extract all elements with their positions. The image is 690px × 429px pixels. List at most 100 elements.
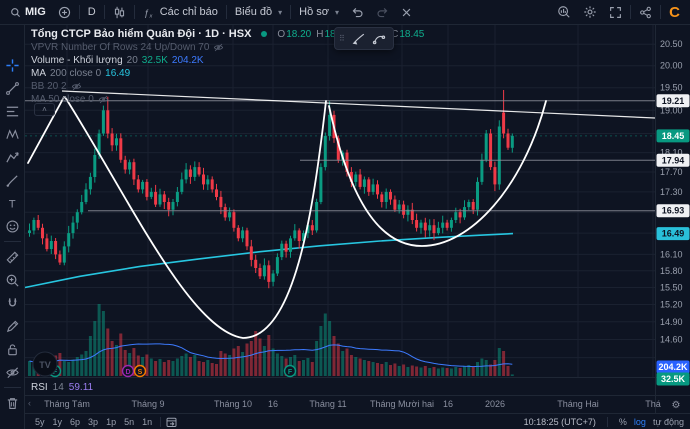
vpvr-legend-row[interactable]: VPVR Number Of Rows 24 Up/Down 70 (31, 41, 424, 54)
share-button[interactable] (633, 2, 658, 23)
volume-param: 20 (126, 55, 138, 66)
svg-text:D: D (125, 369, 130, 376)
quick-search-button[interactable] (551, 2, 577, 23)
xabcd-pattern-tool[interactable] (2, 124, 23, 145)
svg-text:15.50: 15.50 (660, 283, 683, 293)
bb-label: BB 20 2 (31, 81, 67, 92)
percent-scale-button[interactable]: % (618, 416, 627, 427)
svg-text:18.45: 18.45 (662, 131, 685, 141)
volume-ma-value: 204.2K (171, 55, 204, 66)
visibility-off-icon[interactable] (71, 81, 82, 92)
toolbar-divider (4, 241, 21, 242)
magnet-tool[interactable] (2, 293, 23, 314)
visibility-off-icon[interactable] (213, 42, 224, 53)
rsi-param: 14 (52, 381, 64, 393)
undo-icon (352, 7, 363, 17)
event-marker-F[interactable] (283, 364, 297, 378)
time-axis-settings-icon[interactable]: ⚙ (672, 400, 681, 411)
range-6p[interactable]: 6p (70, 416, 81, 427)
svg-text:F: F (53, 369, 58, 376)
forecast-tool[interactable] (2, 147, 23, 168)
svg-text:16.93: 16.93 (662, 206, 685, 216)
redo-button[interactable] (370, 2, 395, 23)
time-label[interactable]: Thá (645, 399, 661, 409)
rsi-legend-row[interactable]: RSI 14 59.11 (31, 380, 93, 394)
chart-menu-button[interactable]: Biểu đồ ▾ (229, 2, 288, 23)
ruler-tool-icon (6, 251, 19, 264)
zoom-in-tool[interactable] (2, 270, 23, 291)
range-1y[interactable]: 1y (52, 416, 63, 427)
interval-label: D (87, 6, 96, 18)
time-label[interactable]: Tháng 11 (309, 399, 346, 409)
profile-menu-button[interactable]: Hồ sơ ▾ (293, 2, 345, 23)
toolbar-divider (4, 387, 21, 388)
svg-text:18.10: 18.10 (660, 148, 683, 158)
cup-drawing-0 (27, 96, 65, 164)
time-label[interactable]: Tháng Tám (44, 399, 90, 409)
time-label[interactable]: Tháng Mười hai (370, 399, 434, 409)
lock-drawings-tool[interactable] (2, 339, 23, 360)
crosshair-tool[interactable] (2, 55, 23, 76)
svg-text:14.60: 14.60 (660, 335, 683, 345)
chart-style-button[interactable] (107, 2, 132, 23)
event-marker-S[interactable] (133, 364, 147, 378)
magnet-tool-icon (8, 298, 17, 307)
svg-text:15.20: 15.20 (660, 300, 683, 310)
bb-legend-row[interactable]: BB 20 2 (31, 80, 424, 93)
brush-tool[interactable] (2, 170, 23, 191)
broker-logo[interactable]: C (669, 3, 680, 21)
symbol-search-button[interactable]: MIG (4, 2, 52, 23)
chart-legend: Tổng CTCP Bảo hiểm Quân Đội · 1D · HSX O… (31, 27, 424, 106)
auto-scale-button[interactable]: tự động (652, 416, 684, 427)
text-tool[interactable]: T (2, 193, 23, 214)
chart-menu-label: Biểu đồ (234, 6, 273, 18)
toolbar-collapse-arrow[interactable]: ‹ (28, 398, 31, 408)
time-label[interactable]: Tháng Hai (557, 399, 599, 409)
emoji-tool-icon (6, 220, 19, 233)
xabcd-pattern-tool-icon (6, 129, 19, 139)
emoji-tool[interactable] (2, 216, 23, 237)
hide-drawings-tool[interactable] (2, 362, 23, 383)
ma50-legend-row[interactable]: MA 50 close 0 (31, 93, 424, 106)
time-label[interactable]: Tháng 10 (214, 399, 252, 409)
log-scale-button[interactable]: log (633, 416, 646, 427)
drawing-mode-tool[interactable] (2, 316, 23, 337)
range-3p[interactable]: 3p (88, 416, 99, 427)
ma200-param: 200 close 0 (50, 68, 102, 79)
range-1p[interactable]: 1p (106, 416, 117, 427)
clock-label[interactable]: 10:18:25 (UTC+7) (523, 416, 596, 427)
settings-button[interactable] (577, 2, 603, 23)
volume-legend-row[interactable]: Volume - Khối lượng 20 32.5K 204.2K (31, 54, 424, 67)
fib-retracement-tool[interactable] (2, 101, 23, 122)
ruler-tool[interactable] (2, 247, 23, 268)
event-marker-D[interactable] (121, 364, 135, 378)
drag-handle-icon[interactable]: ⠿ (339, 34, 346, 43)
go-to-date-button[interactable] (165, 416, 178, 428)
time-label[interactable]: 16 (443, 399, 453, 409)
ma200-legend-row[interactable]: MA 200 close 0 16.49 (31, 67, 424, 80)
time-label[interactable]: Tháng 9 (131, 399, 164, 409)
time-label[interactable]: 16 (268, 399, 278, 409)
legend-collapse-button[interactable]: ˄ (34, 103, 55, 116)
range-1n[interactable]: 1n (142, 416, 153, 427)
remove-drawings-tool-icon (7, 398, 18, 409)
zoom-in-tool-icon (6, 274, 19, 287)
remove-drawings-tool[interactable] (2, 393, 23, 414)
fullscreen-button[interactable] (603, 2, 628, 23)
range-5n[interactable]: 5n (124, 416, 135, 427)
time-label[interactable]: 2026 (485, 399, 505, 409)
range-5y[interactable]: 5y (35, 416, 45, 427)
svg-text:19.50: 19.50 (660, 83, 683, 93)
svg-text:20.50: 20.50 (660, 39, 683, 49)
curve-drawing-icon[interactable] (369, 29, 389, 48)
brush-drawing-icon[interactable] (349, 29, 369, 48)
neckline-trendline (61, 90, 656, 119)
interval-button[interactable]: D (82, 2, 102, 23)
undo-button[interactable] (345, 2, 370, 23)
close-button[interactable] (395, 2, 418, 23)
compare-add-button[interactable] (52, 2, 77, 23)
visibility-off-icon[interactable] (98, 94, 109, 105)
trend-line-tool[interactable] (2, 78, 23, 99)
